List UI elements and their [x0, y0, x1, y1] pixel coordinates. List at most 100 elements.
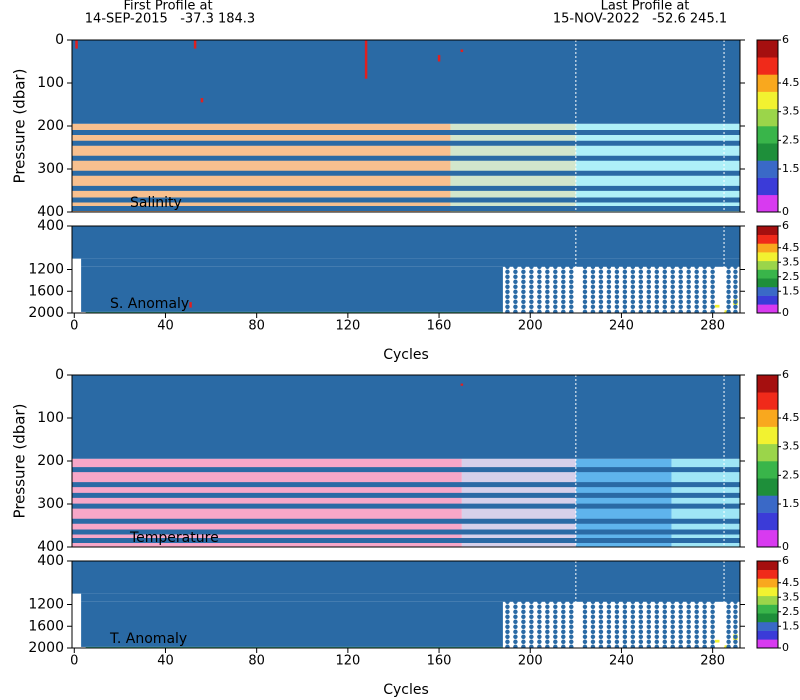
data-region [575, 123, 740, 212]
x-tick-label: 0 [70, 319, 78, 334]
colorbar-tick-label: 2.5 [782, 133, 800, 146]
colorbar-cell [757, 304, 778, 314]
colorbar-tick-label: 1.5 [782, 619, 800, 632]
y-tick-label: 400 [37, 204, 64, 220]
colorbar-cell [757, 595, 778, 605]
colorbar-cell [757, 639, 778, 649]
colorbar-cell [757, 143, 778, 161]
y-tick-label: 400 [37, 539, 64, 555]
y-tick-label: 400 [37, 553, 64, 569]
colorbar-tick-label: 4.5 [782, 241, 800, 254]
y-tick-label: 1200 [28, 262, 64, 278]
colorbar-frame [756, 225, 779, 314]
x-tick-label: 160 [427, 319, 452, 334]
colorbar-cell [757, 126, 778, 144]
colorbar-cell [757, 409, 778, 427]
colorbar-tick-label: 1.5 [782, 284, 800, 297]
y-tick-label: 0 [55, 32, 64, 48]
y-tick-label: 300 [37, 496, 64, 512]
colorbar-cell [757, 443, 778, 462]
colorbar-cell [757, 478, 778, 496]
data-region [81, 258, 740, 267]
colorbar-tick-label: 3.5 [782, 440, 800, 453]
colorbar-tick-label: 4.5 [782, 576, 800, 589]
colorbar-cell [757, 495, 778, 513]
data-region [72, 40, 740, 124]
colorbar-cell [757, 426, 778, 445]
colorbar-cell [757, 260, 778, 270]
x-tick-label: 40 [157, 654, 174, 669]
colorbar-tick-label: 1.5 [782, 497, 800, 510]
colorbar-frame [756, 39, 779, 213]
colorbar-cell [757, 561, 778, 570]
colorbar-tick-label: 0 [782, 306, 789, 319]
data-region [81, 593, 740, 602]
x-tick-label: 120 [335, 319, 360, 334]
x-tick-label: 200 [518, 654, 543, 669]
y-tick-label: 400 [37, 218, 64, 234]
data-region [450, 123, 576, 212]
first-profile-info: 14-SEP-2015 -37.3 184.3 [85, 12, 255, 27]
colorbar-cell [757, 578, 778, 588]
colorbar-tick-label: 3.5 [782, 590, 800, 603]
colorbar-cell [757, 226, 778, 235]
x-tick-label: 120 [335, 654, 360, 669]
x-tick-label: 240 [609, 319, 634, 334]
y-tick-label: 2000 [28, 640, 64, 656]
plot-area [72, 226, 740, 313]
data-region [85, 311, 503, 313]
colorbar-cell [757, 569, 778, 579]
colorbar-cell [757, 604, 778, 614]
colorbar-cell [757, 392, 778, 410]
y-tick-label: 1200 [28, 597, 64, 613]
last-profile-info: 15-NOV-2022 -52.6 245.1 [553, 12, 727, 27]
y-axis-title: Pressure (dbar) [11, 404, 29, 519]
x-tick-label: 280 [700, 319, 725, 334]
x-tick-label: 200 [518, 319, 543, 334]
colorbar-cell [757, 40, 778, 58]
panel-label: T. Anomaly [109, 631, 187, 647]
y-tick-label: 300 [37, 161, 64, 177]
colorbar-cell [757, 243, 778, 253]
colorbar-tick-label: 2.5 [782, 605, 800, 618]
colorbar-tick-label: 2.5 [782, 270, 800, 283]
colorbar-cell [757, 194, 778, 213]
x-tick-label: 0 [70, 654, 78, 669]
first-profile-label: First Profile at [123, 0, 212, 14]
colorbar-tick-label: 6 [782, 219, 789, 232]
colorbar-tick-label: 4.5 [782, 411, 800, 424]
x-tick-label: 40 [157, 319, 174, 334]
data-region [714, 304, 720, 308]
colorbar-cell [757, 234, 778, 244]
plot-area [72, 561, 740, 648]
colorbar-tick-label: 0 [782, 205, 789, 218]
colorbar-cell [757, 375, 778, 393]
colorbar-cell [757, 269, 778, 279]
colorbar-cell [757, 630, 778, 640]
plot-area [72, 375, 740, 547]
colorbar-cell [757, 587, 778, 597]
last-profile-label: Last Profile at [601, 0, 690, 14]
data-region [72, 226, 740, 259]
data-region [81, 266, 503, 312]
y-tick-label: 100 [37, 75, 64, 91]
colorbar-cell [757, 74, 778, 92]
y-tick-label: 1600 [28, 283, 64, 299]
plot-area [72, 40, 740, 212]
colorbar-cell [757, 91, 778, 110]
data-region [714, 639, 720, 643]
y-tick-label: 200 [37, 118, 64, 134]
panel-label: Salinity [130, 195, 182, 211]
x-tick-label: 160 [427, 654, 452, 669]
colorbar-cell [757, 512, 778, 531]
panel-label: Temperature [129, 530, 219, 546]
colorbar-cell [757, 160, 778, 178]
data-region [85, 646, 503, 648]
colorbar-cell [757, 613, 778, 623]
colorbar-tick-label: 2.5 [782, 468, 800, 481]
x-tick-label: 80 [248, 319, 265, 334]
data-region [72, 123, 451, 212]
colorbar-cell [757, 286, 778, 296]
